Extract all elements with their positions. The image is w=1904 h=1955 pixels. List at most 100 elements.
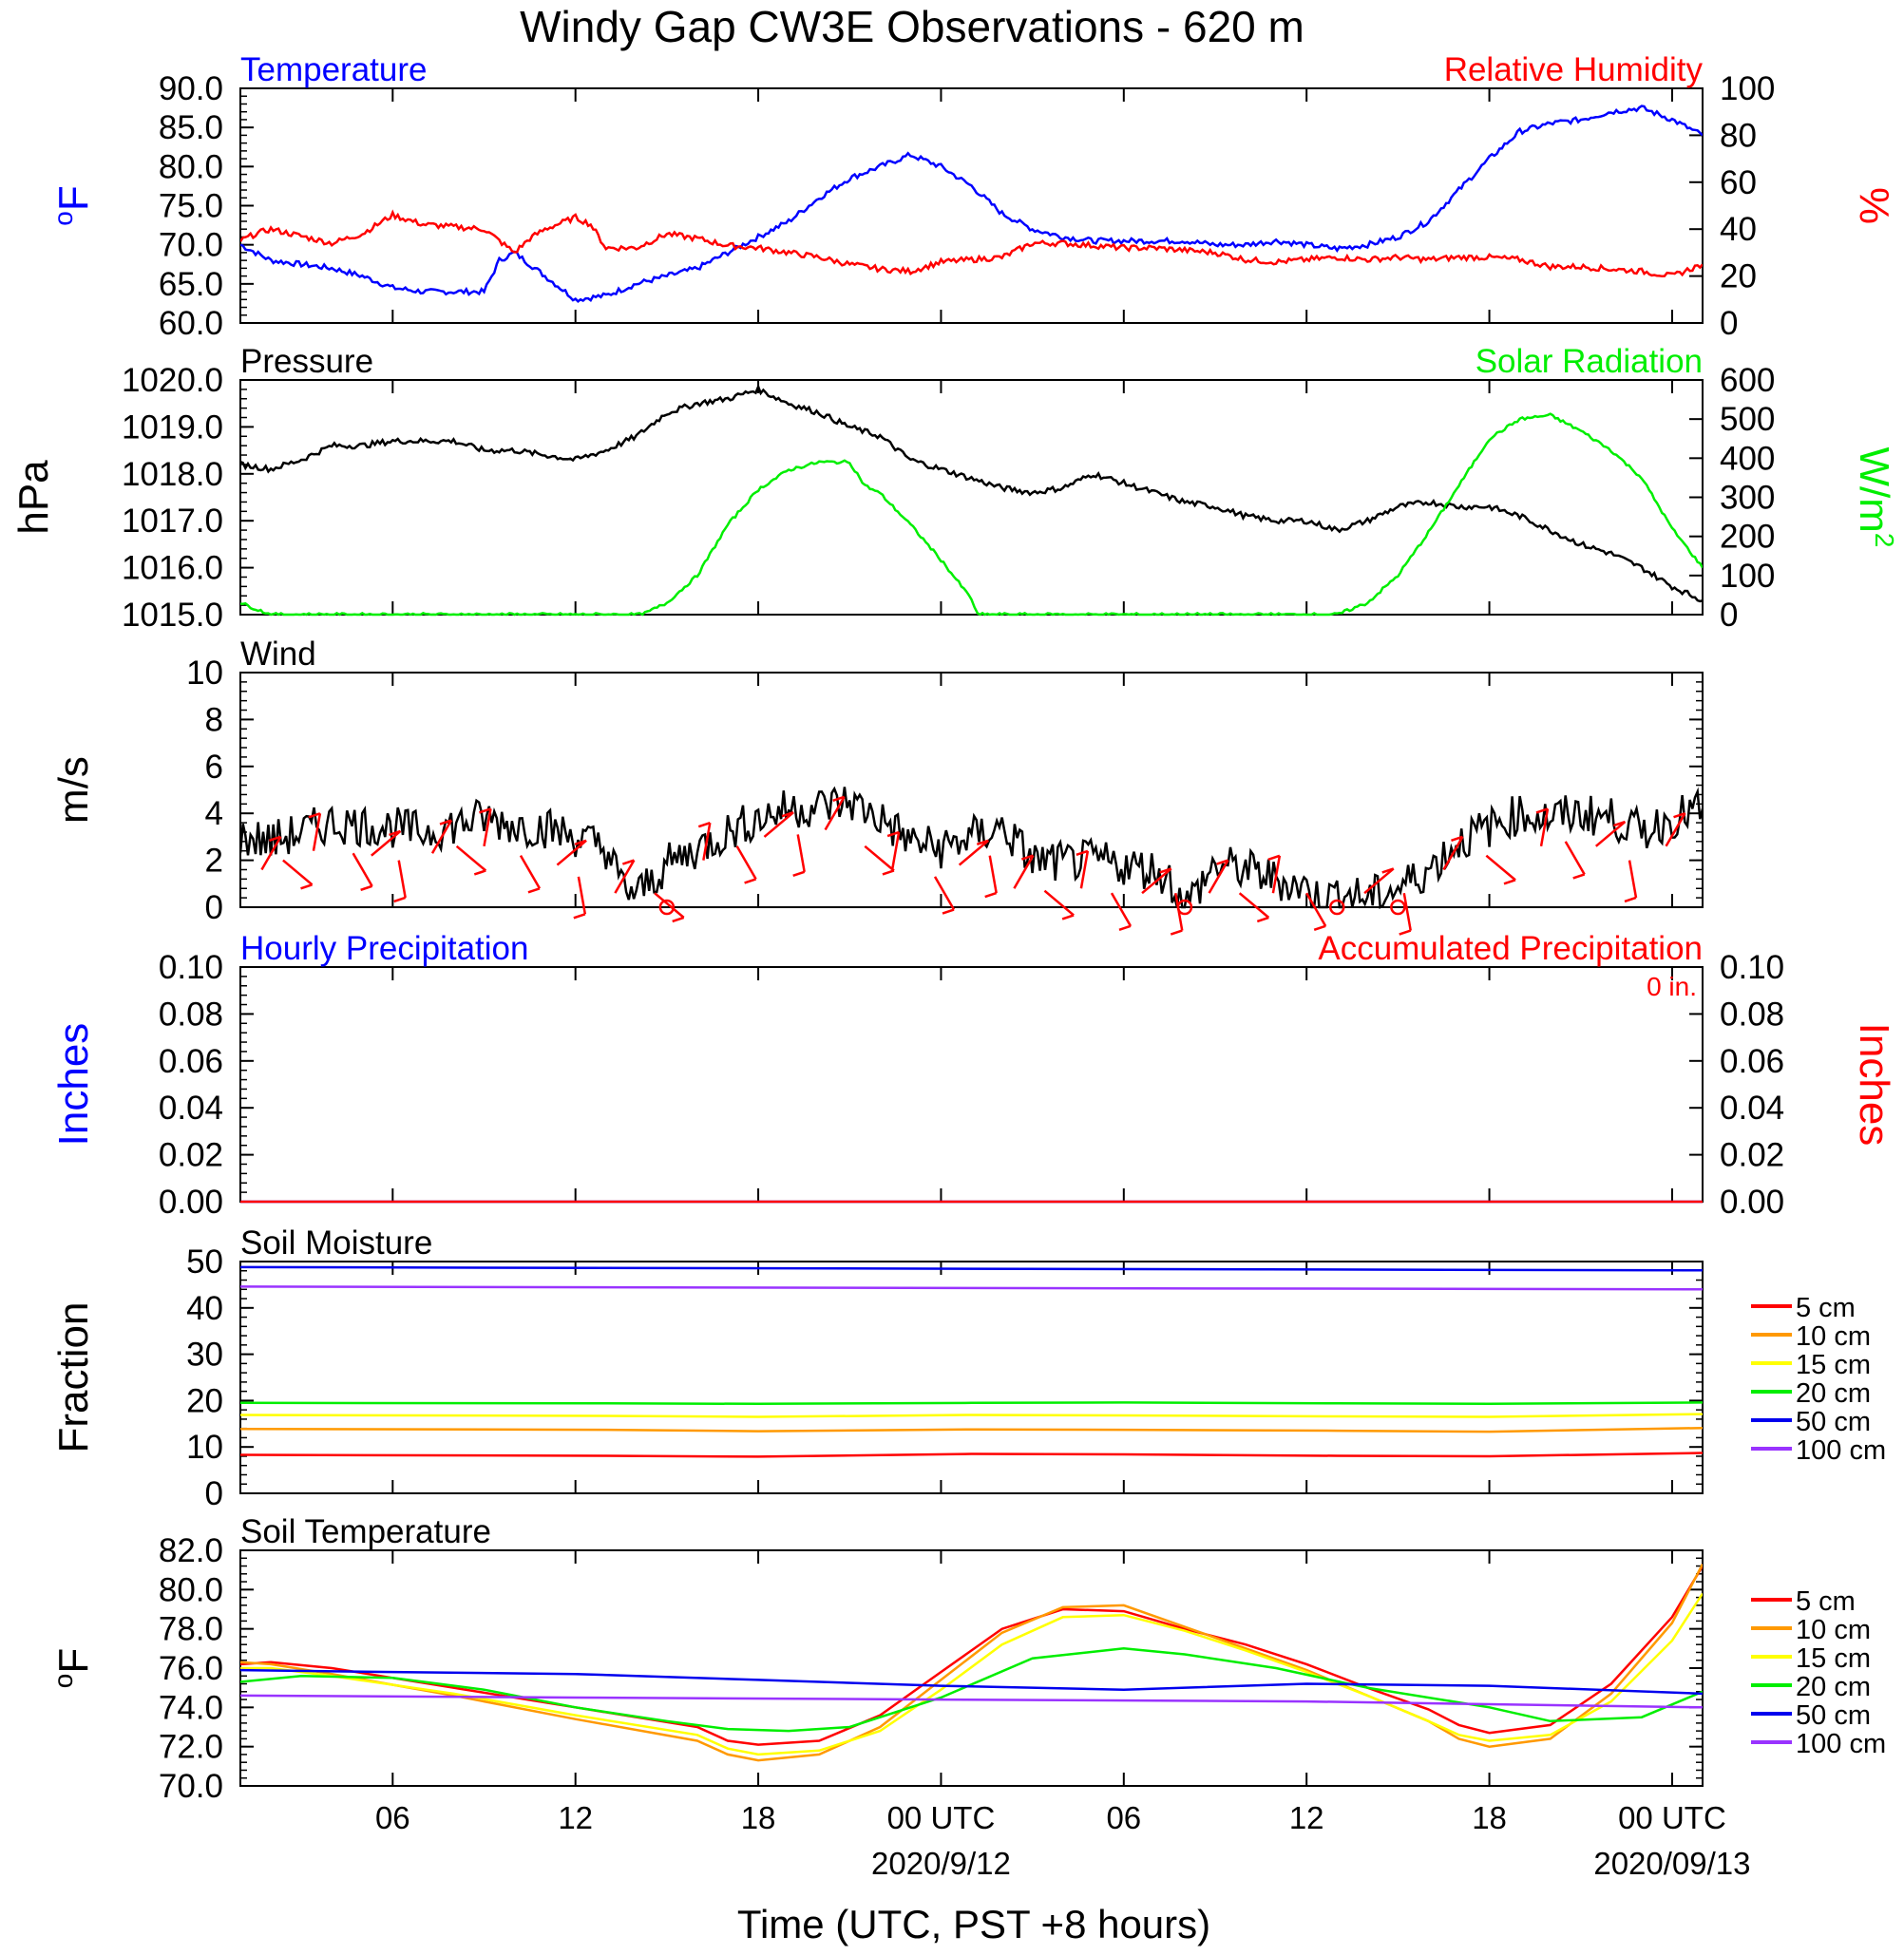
y-axis-label: hPa — [10, 460, 57, 535]
panel-1: 60.065.070.075.080.085.090.0 0 20 40 60 80 100… — [48, 51, 1897, 342]
y-tick-label: 82.0 — [159, 1532, 223, 1569]
y-tick-label: 10 — [186, 655, 223, 692]
series-line-10-cm — [240, 1563, 1703, 1762]
y-axis-label: Inches — [1851, 1023, 1897, 1147]
wind-barb-flag — [308, 812, 321, 819]
wind-barb — [1238, 892, 1270, 919]
y-tick-label-right: 0.08 — [1720, 996, 1784, 1033]
plot-frame — [239, 672, 1704, 908]
y-tick-label: 1015.0 — [122, 597, 223, 634]
y-axis-label: m/s — [50, 756, 97, 824]
series-line-20-cm — [240, 1401, 1703, 1406]
wind-barb-flag — [1535, 807, 1549, 814]
wind-barb — [1402, 892, 1412, 931]
legend-label: 5 cm — [1796, 1293, 1856, 1323]
series-line-100-cm — [240, 1694, 1703, 1709]
y-tick-label: 20 — [186, 1382, 223, 1419]
wind-barb — [614, 859, 636, 894]
legend-label: 5 cm — [1796, 1586, 1856, 1617]
wind-barb-flag — [792, 870, 806, 878]
x-axis-title: Time (UTC, PST +8 hours) — [737, 1902, 1210, 1946]
y-tick-label-right: 200 — [1720, 519, 1775, 556]
precip-total: 0 in. — [1647, 972, 1697, 1001]
plot-frame — [239, 379, 1704, 616]
y-tick-label-right: 500 — [1720, 401, 1775, 438]
wind-barb-flag — [744, 878, 757, 884]
wind-barb — [1363, 867, 1395, 895]
legend-label: 10 cm — [1796, 1321, 1871, 1352]
y-tick-label-right: 0 — [1720, 305, 1738, 342]
y-tick-label-right: 100 — [1720, 558, 1775, 595]
y-tick-label: 2 — [205, 843, 223, 880]
y-tick-label-right: 0 — [1720, 597, 1738, 634]
panel-title-left: Pressure — [240, 343, 373, 380]
y-tick-label-right: 0.00 — [1720, 1184, 1784, 1221]
legend-label: 100 cm — [1796, 1435, 1886, 1466]
wind-barb — [796, 834, 806, 873]
panel-title-right: Solar Radiation — [1476, 343, 1703, 380]
wind-barb — [702, 822, 712, 861]
legend-label: 100 cm — [1796, 1729, 1886, 1759]
wind-barb — [1628, 860, 1638, 899]
x-date-label: 2020/09/13 — [1593, 1846, 1750, 1881]
y-tick-label: 72.0 — [159, 1729, 223, 1766]
y-tick-label: 6 — [205, 749, 223, 786]
wind-barb-flag — [1503, 879, 1516, 885]
wind-barb-flag — [984, 891, 998, 899]
wind-barb-flag — [269, 835, 281, 843]
wind-barb-flag — [1613, 820, 1626, 827]
wind-barb-flag — [1076, 849, 1089, 857]
wind-barb-flag — [1159, 867, 1172, 874]
wind-barb — [1141, 867, 1172, 895]
y-tick-label: 70.0 — [159, 227, 223, 264]
y-tick-label-right: 100 — [1720, 70, 1775, 107]
y-tick-label: 85.0 — [159, 109, 223, 146]
wind-barb — [1271, 855, 1282, 894]
wind-barb-flag — [942, 908, 955, 915]
y-tick-label: 1018.0 — [122, 456, 223, 493]
wind-barb-flag — [1061, 914, 1075, 921]
wind-barb-flag — [1399, 929, 1412, 936]
series-line-left-0 — [240, 383, 1703, 603]
wind-barb — [397, 860, 407, 899]
x-tick-label: 18 — [1472, 1800, 1507, 1835]
chart-title: Windy Gap CW3E Observations - 620 m — [520, 2, 1304, 51]
x-tick-label: 06 — [375, 1800, 410, 1835]
y-tick-label-right: 0.10 — [1720, 949, 1784, 986]
x-tick-label: 12 — [1289, 1800, 1324, 1835]
y-tick-label: 80.0 — [159, 1571, 223, 1608]
y-tick-label: 30 — [186, 1337, 223, 1374]
legend-label: 20 cm — [1796, 1672, 1871, 1702]
panel-2: 1015.0 1016.0 1017.0 1018.0 1019.0 1020.0 0100… — [10, 343, 1899, 634]
legend-label: 15 cm — [1796, 1350, 1871, 1380]
legend-label: 15 cm — [1796, 1643, 1871, 1674]
x-tick-label: 06 — [1106, 1800, 1141, 1835]
y-tick-label: 4 — [205, 795, 223, 832]
wind-barb — [282, 859, 314, 886]
panel-5: 0 10 20 30 40 50 Soil Moisture Fraction — [50, 1224, 1704, 1512]
wind-barb-flag — [976, 839, 989, 846]
series-line-15-cm — [240, 1413, 1703, 1418]
legend-label: 10 cm — [1796, 1615, 1871, 1645]
y-tick-label-right: 20 — [1720, 258, 1757, 295]
wind-barb-flag — [439, 819, 452, 826]
y-tick-label: 74.0 — [159, 1689, 223, 1726]
wind-barb-flag — [1170, 929, 1183, 936]
calm-wind-marker — [1390, 899, 1406, 916]
series-line-50-cm — [240, 1668, 1703, 1696]
wind-barb — [371, 829, 402, 857]
series-line-15-cm — [240, 1592, 1703, 1756]
wind-barb-flag — [886, 830, 900, 838]
y-tick-label: 76.0 — [159, 1650, 223, 1687]
y-axis-label: oF — [48, 185, 97, 225]
wind-barb — [735, 845, 757, 881]
x-tick-label: 00 UTC — [887, 1800, 996, 1835]
series-line-5-cm — [240, 1452, 1703, 1458]
wind-barb — [824, 796, 846, 831]
y-tick-label-right: 0.06 — [1720, 1043, 1784, 1080]
y-tick-label-right: 80 — [1720, 117, 1757, 154]
wind-barb — [864, 845, 895, 872]
wind-barb-flag — [1381, 867, 1395, 874]
panel-title-right: Relative Humidity — [1444, 51, 1704, 88]
